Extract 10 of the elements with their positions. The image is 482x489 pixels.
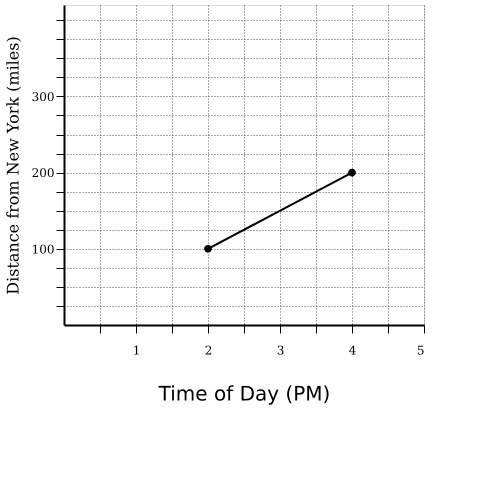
x-tick-label: 4 xyxy=(348,344,357,358)
x-axis-title: Time of Day (PM) xyxy=(158,382,330,406)
x-tick-label: 2 xyxy=(204,344,212,358)
y-tick-label: 200 xyxy=(32,166,54,180)
y-tick-label: 100 xyxy=(32,242,54,256)
y-axis-title: Distance from New York (miles) xyxy=(4,36,23,295)
x-tick-label: 1 xyxy=(132,344,140,358)
x-tick-label: 5 xyxy=(416,344,424,358)
y-tick-label: 300 xyxy=(32,90,54,104)
x-tick-label: 3 xyxy=(276,344,284,358)
